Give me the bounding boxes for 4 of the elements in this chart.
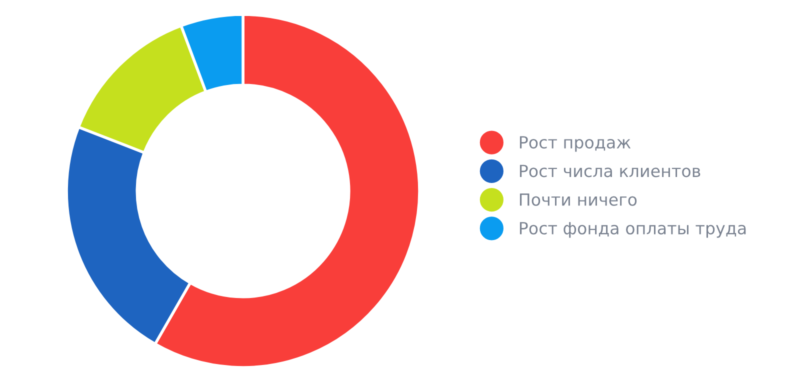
legend-label: Рост числа клиентов xyxy=(520,164,700,178)
legend-label: Рост продаж xyxy=(520,136,631,152)
legend-label: Рост фонда оплаты труда xyxy=(520,222,746,238)
legend-label: Почти ничего xyxy=(520,193,637,206)
